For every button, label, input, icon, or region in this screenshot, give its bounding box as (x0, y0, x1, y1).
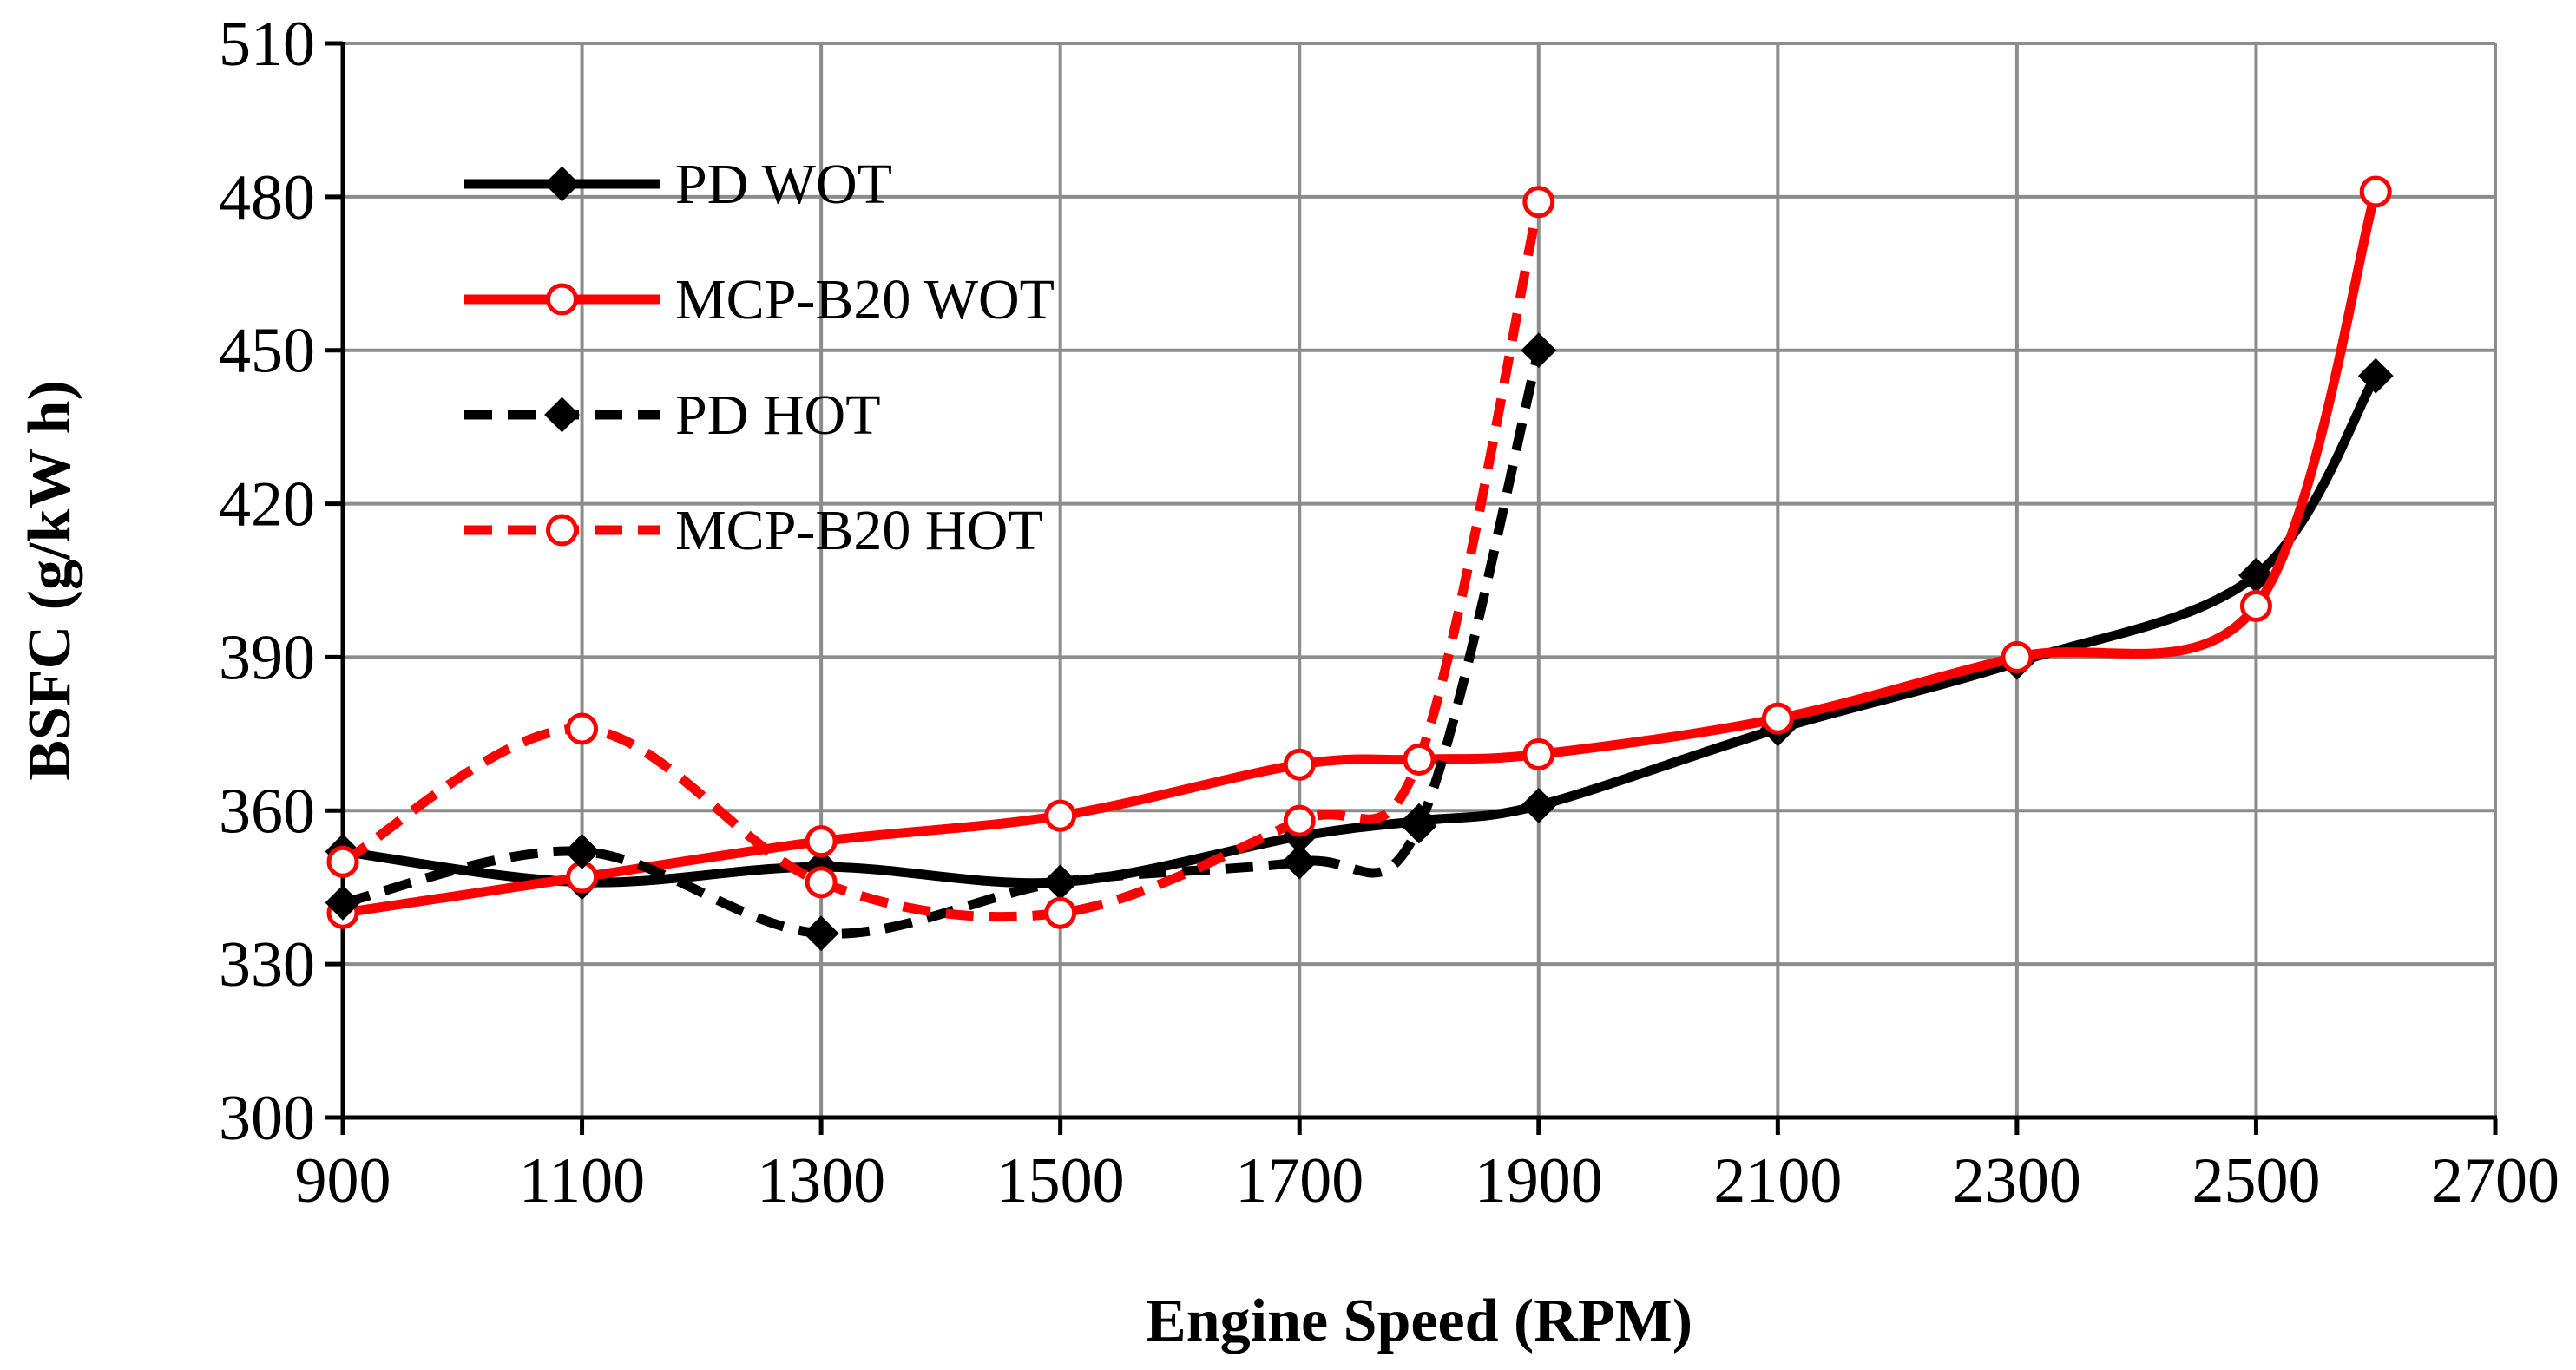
data-point-mcp-b20-wot-2100 (1761, 702, 1794, 735)
data-point-mcp-b20-hot-1300 (805, 866, 838, 899)
data-point-mcp-b20-hot-1100 (566, 712, 599, 745)
y-tick-label-360: 360 (219, 776, 315, 847)
x-tick-label-1300: 1300 (757, 1145, 885, 1216)
axes (325, 41, 2498, 1135)
series-line-mcp-b20-wot (342, 190, 2381, 918)
y-tick-label-480: 480 (219, 162, 315, 233)
data-point-mcp-b20-wot-1500 (1044, 799, 1077, 832)
y-tick-label-390: 390 (219, 622, 315, 693)
data-point-mcp-b20-wot-2500 (2239, 589, 2272, 622)
x-tick-label-2500: 2500 (2192, 1145, 2320, 1216)
series-layer (325, 175, 2394, 952)
data-point-mcp-b20-wot-2300 (2001, 640, 2034, 673)
x-tick-label-2700: 2700 (2431, 1145, 2560, 1216)
x-tick-label-900: 900 (295, 1145, 391, 1216)
data-point-mcp-b20-wot-2600 (2359, 175, 2392, 208)
data-point-mcp-b20-hot-1900 (1522, 186, 1555, 219)
tick-labels: 300 330 360 390 420 450 480 510 900 1100 1300 1500 1… (219, 9, 2560, 1216)
data-point-mcp-b20-hot-1700 (1283, 804, 1316, 837)
data-point-mcp-b20-wot-1900 (1522, 737, 1555, 770)
data-point-pd-hot-900 (325, 884, 361, 921)
x-tick-label-1500: 1500 (996, 1145, 1125, 1216)
y-tick-label-300: 300 (219, 1083, 315, 1154)
data-point-pd-wot-2600 (2357, 357, 2394, 394)
y-tick-label-510: 510 (219, 9, 315, 80)
legend-marker-mcp-b20-hot (546, 514, 578, 547)
legend-marker-mcp-b20-wot (546, 283, 578, 316)
data-point-pd-hot-1900 (1521, 332, 1557, 369)
data-point-mcp-b20-hot-1500 (1044, 896, 1077, 929)
legend-label-pd-wot: PD WOT (675, 153, 892, 216)
legend: PD WOT MCP-B20 WOT PD HOT MCP-B20 HOT (464, 153, 1055, 562)
data-point-pd-wot-1900 (1521, 787, 1557, 823)
x-axis-title: Engine Speed (RPM) (1146, 1288, 1692, 1354)
x-tick-label-2300: 2300 (1953, 1145, 2081, 1216)
legend-label-mcp-b20-wot: MCP-B20 WOT (675, 268, 1055, 331)
legend-label-mcp-b20-hot: MCP-B20 HOT (675, 499, 1043, 562)
legend-marker-pd-wot (544, 166, 580, 202)
x-tick-label-1900: 1900 (1475, 1145, 1603, 1216)
x-tick-label-1700: 1700 (1235, 1145, 1364, 1216)
legend-label-pd-hot: PD HOT (675, 383, 881, 447)
y-tick-label-450: 450 (219, 316, 315, 387)
x-tick-label-1100: 1100 (519, 1145, 645, 1216)
y-tick-label-330: 330 (219, 929, 315, 1000)
data-point-pd-hot-1800 (1401, 808, 1437, 844)
data-point-mcp-b20-wot-1700 (1283, 748, 1316, 781)
y-axis-title: BSFC (g/kW h) (16, 380, 83, 781)
data-point-pd-hot-1100 (564, 834, 600, 869)
legend-marker-pd-hot (544, 397, 580, 433)
y-tick-label-420: 420 (219, 469, 315, 541)
data-point-mcp-b20-hot-900 (326, 845, 359, 878)
data-point-mcp-b20-wot-1300 (805, 825, 838, 858)
data-point-pd-hot-1700 (1281, 843, 1318, 880)
data-point-pd-hot-1300 (803, 915, 839, 952)
data-point-mcp-b20-hot-1800 (1403, 743, 1436, 776)
x-tick-label-2100: 2100 (1713, 1145, 1842, 1216)
